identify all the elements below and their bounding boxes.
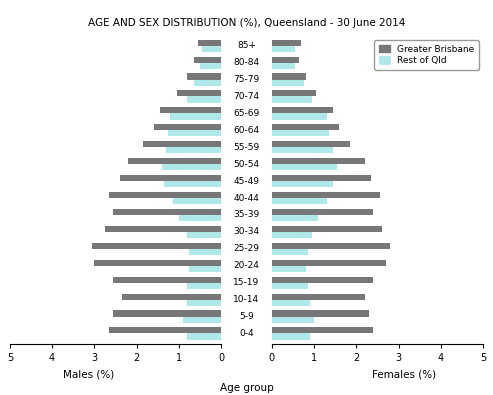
Bar <box>272 130 329 136</box>
Text: 85+: 85+ <box>237 41 256 50</box>
Legend: Greater Brisbane, Rest of Qld: Greater Brisbane, Rest of Qld <box>374 40 479 70</box>
Bar <box>272 260 386 266</box>
Bar <box>113 310 221 316</box>
Text: 75-79: 75-79 <box>233 75 260 84</box>
Bar <box>122 293 221 300</box>
Bar <box>272 249 308 255</box>
Bar <box>194 56 221 63</box>
Bar <box>272 164 337 170</box>
Bar <box>272 40 301 46</box>
Text: 30-34: 30-34 <box>234 228 259 237</box>
Bar <box>143 141 221 147</box>
Bar <box>272 215 318 221</box>
Bar <box>272 276 373 283</box>
Text: Age group
(years): Age group (years) <box>219 383 274 395</box>
Text: 5-9: 5-9 <box>239 312 254 321</box>
Bar <box>94 260 221 266</box>
Bar <box>128 158 221 164</box>
Bar <box>272 90 316 96</box>
Bar <box>272 243 390 249</box>
Bar <box>272 107 333 113</box>
Bar <box>272 46 295 52</box>
Bar <box>272 113 327 120</box>
Bar <box>183 316 221 323</box>
Bar <box>109 192 221 198</box>
Bar <box>272 333 310 340</box>
Text: 60-64: 60-64 <box>234 126 259 135</box>
Bar <box>105 226 221 232</box>
Text: 15-19: 15-19 <box>233 278 260 287</box>
Bar <box>187 96 221 103</box>
Bar <box>272 175 371 181</box>
Bar <box>272 266 306 272</box>
Text: Females (%): Females (%) <box>372 369 436 379</box>
Bar <box>189 266 221 272</box>
Bar <box>272 141 350 147</box>
Bar <box>109 327 221 333</box>
Bar <box>272 158 365 164</box>
Text: 70-74: 70-74 <box>234 92 259 101</box>
Bar <box>272 293 365 300</box>
Bar <box>272 232 312 238</box>
Text: 0-4: 0-4 <box>239 329 254 338</box>
Bar <box>272 79 304 86</box>
Bar <box>272 310 369 316</box>
Bar <box>113 209 221 215</box>
Bar <box>194 79 221 86</box>
Bar <box>162 164 221 170</box>
Bar <box>272 192 380 198</box>
Text: 50-54: 50-54 <box>234 160 259 169</box>
Bar <box>120 175 221 181</box>
Bar <box>202 46 221 52</box>
Bar <box>187 73 221 79</box>
Text: 45-49: 45-49 <box>234 177 259 186</box>
Bar <box>160 107 221 113</box>
Bar <box>272 209 373 215</box>
Bar <box>187 333 221 340</box>
Bar <box>272 226 382 232</box>
Bar <box>272 124 340 130</box>
Text: 25-29: 25-29 <box>234 245 259 253</box>
Bar <box>272 63 295 69</box>
Bar <box>177 90 221 96</box>
Bar <box>272 327 373 333</box>
Bar <box>179 215 221 221</box>
Bar <box>187 300 221 306</box>
Text: Males (%): Males (%) <box>63 369 114 379</box>
Bar <box>272 73 306 79</box>
Bar <box>113 276 221 283</box>
Bar <box>272 283 308 289</box>
Bar <box>272 56 299 63</box>
Text: 35-39: 35-39 <box>233 211 260 220</box>
Bar <box>272 300 310 306</box>
Bar <box>164 181 221 187</box>
Text: AGE AND SEX DISTRIBUTION (%), Queensland - 30 June 2014: AGE AND SEX DISTRIBUTION (%), Queensland… <box>88 18 405 28</box>
Bar <box>171 113 221 120</box>
Bar <box>272 316 314 323</box>
Text: 80-84: 80-84 <box>234 58 259 67</box>
Bar <box>166 147 221 153</box>
Bar <box>272 181 333 187</box>
Bar <box>187 283 221 289</box>
Text: 55-59: 55-59 <box>233 143 260 152</box>
Bar <box>187 232 221 238</box>
Bar <box>92 243 221 249</box>
Bar <box>173 198 221 204</box>
Bar <box>198 40 221 46</box>
Bar <box>200 63 221 69</box>
Bar <box>272 96 312 103</box>
Bar <box>272 147 333 153</box>
Text: 65-69: 65-69 <box>233 109 260 118</box>
Text: 10-14: 10-14 <box>234 295 259 304</box>
Bar <box>272 198 327 204</box>
Bar <box>189 249 221 255</box>
Bar <box>168 130 221 136</box>
Text: 20-24: 20-24 <box>234 261 259 270</box>
Text: 40-44: 40-44 <box>234 194 259 203</box>
Bar <box>153 124 221 130</box>
